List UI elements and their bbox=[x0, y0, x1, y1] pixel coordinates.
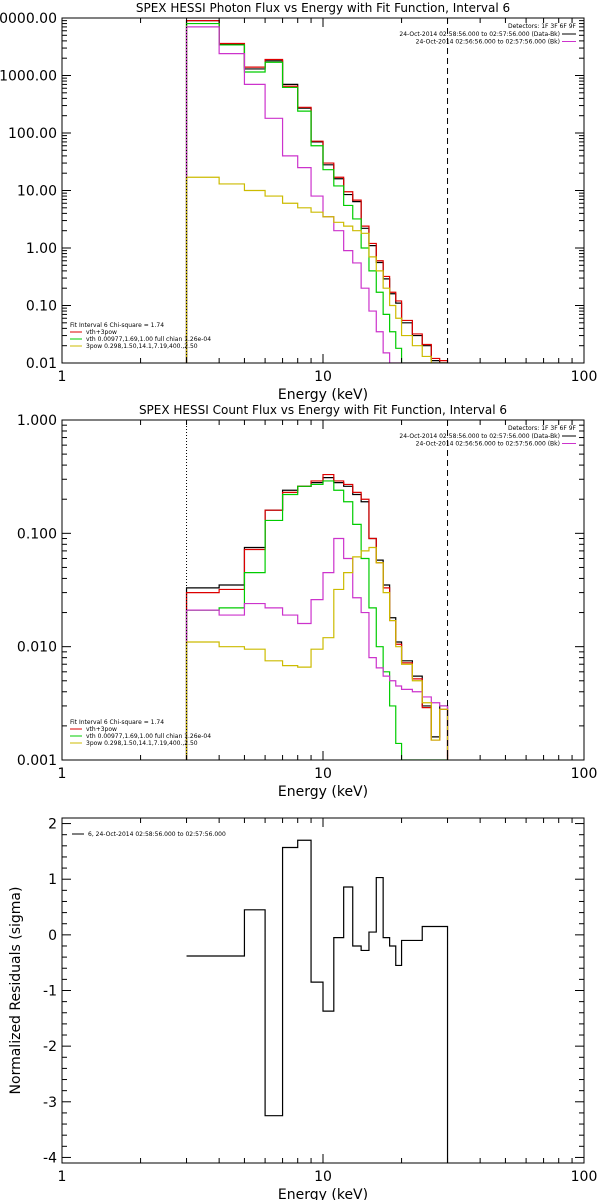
y-tick-label: 1.00 bbox=[26, 241, 57, 257]
y-axis-label: Normalized Residuals (sigma) bbox=[8, 887, 24, 1095]
plot-area bbox=[186, 839, 449, 1163]
data-series-1 bbox=[185, 477, 449, 760]
fit-legend-entry: vth+3pow bbox=[86, 726, 117, 733]
data-series-2 bbox=[185, 20, 449, 363]
data-series-2 bbox=[185, 473, 449, 760]
x-tick-label: 10 bbox=[314, 766, 332, 782]
x-tick-label: 1 bbox=[58, 766, 67, 782]
data-series-1 bbox=[185, 20, 448, 363]
data-series-5 bbox=[185, 176, 448, 363]
x-axis-label: Energy (keV) bbox=[278, 1187, 368, 1200]
fit-legend-entry: vth 0.00977,1.69,1.00 full chian 1.26e-0… bbox=[86, 336, 211, 343]
residual-legend-entry: 6, 24-Oct-2014 02:58:56.000 to 02:57:56.… bbox=[88, 831, 226, 838]
fit-legend-entry: vth+3pow bbox=[86, 329, 117, 336]
x-tick-label: 100 bbox=[571, 766, 598, 782]
legend-header: Detectors: 1F 3F 6F 9F bbox=[508, 23, 577, 30]
x-axis-label: Energy (keV) bbox=[278, 784, 368, 800]
x-tick-label: 10 bbox=[314, 1169, 332, 1185]
chart-panel-1: SPEX HESSI Photon Flux vs Energy with Fi… bbox=[0, 1, 597, 403]
y-tick-label: 0.001 bbox=[17, 753, 57, 769]
fit-legend-entry: 3pow 0.298,1.50,14.1,7.19,400.,2.50 bbox=[86, 740, 198, 747]
legend-entry: 24-Oct-2014 02:56:56.000 to 02:57:56.000… bbox=[416, 39, 560, 46]
x-axis-label: Energy (keV) bbox=[278, 387, 368, 403]
plot-area bbox=[185, 473, 449, 760]
y-tick-label: 0.100 bbox=[17, 526, 57, 542]
chart-title: SPEX HESSI Count Flux vs Energy with Fit… bbox=[139, 403, 507, 417]
y-tick-label: 1 bbox=[48, 872, 57, 888]
fit-legend-header: Fit Interval 6 Chi-square = 1.74 bbox=[70, 719, 164, 726]
y-tick-label: 2 bbox=[48, 817, 57, 833]
y-tick-label: 0.010 bbox=[17, 640, 57, 656]
y-tick-label: -1 bbox=[43, 984, 57, 1000]
x-tick-label: 100 bbox=[571, 1169, 598, 1185]
y-tick-label: 1000.00 bbox=[0, 69, 57, 85]
y-tick-label: 0 bbox=[48, 928, 57, 944]
data-series-4 bbox=[185, 26, 448, 363]
fit-legend-header: Fit Interval 6 Chi-square = 1.74 bbox=[70, 322, 164, 329]
fit-legend-entry: 3pow 0.298,1.50,14.1,7.19,400.,2.50 bbox=[86, 343, 198, 350]
chart-panel-3: 1 10 100 Energy (keV) -4 -3 -2 -1 0 1 2 Normalized … bbox=[8, 817, 597, 1200]
data-series-5 bbox=[185, 546, 449, 760]
x-tick-label: 1 bbox=[58, 1169, 67, 1185]
chart-title: SPEX HESSI Photon Flux vs Energy with Fi… bbox=[136, 1, 510, 15]
chart-panel-2: SPEX HESSI Count Flux vs Energy with Fit… bbox=[17, 403, 597, 800]
fit-legend-entry: vth 0.00977,1.69,1.00 full chian 1.26e-0… bbox=[86, 733, 211, 740]
data-series-1 bbox=[186, 839, 449, 1163]
x-tick-label: 1 bbox=[58, 369, 67, 385]
legend-header: Detectors: 1F 3F 6F 9F bbox=[508, 425, 577, 432]
y-tick-label: 1.000 bbox=[17, 413, 57, 429]
y-tick-label: 0.10 bbox=[26, 299, 57, 315]
data-series-3 bbox=[185, 22, 448, 363]
legend-entry: 24-Oct-2014 02:56:56.000 to 02:57:56.000… bbox=[416, 441, 560, 448]
legend-entry: 24-Oct-2014 02:58:56.000 to 02:57:56.000… bbox=[399, 31, 560, 38]
legend-entry: 24-Oct-2014 02:58:56.000 to 02:57:56.000… bbox=[399, 433, 560, 440]
y-tick-label: -4 bbox=[43, 1150, 57, 1166]
y-tick-label: 10.00 bbox=[17, 184, 57, 200]
y-tick-label: 0000.00 bbox=[0, 11, 57, 27]
x-tick-label: 10 bbox=[314, 369, 332, 385]
y-tick-label: -3 bbox=[43, 1095, 57, 1111]
data-series-3 bbox=[185, 480, 448, 760]
data-series-4 bbox=[185, 537, 449, 760]
plot-area bbox=[185, 20, 449, 363]
y-tick-label: 0.01 bbox=[26, 356, 57, 372]
plot-frame bbox=[61, 17, 585, 364]
y-tick-label: 100.00 bbox=[8, 126, 57, 142]
x-tick-label: 100 bbox=[571, 369, 598, 385]
y-tick-label: -2 bbox=[43, 1039, 57, 1055]
